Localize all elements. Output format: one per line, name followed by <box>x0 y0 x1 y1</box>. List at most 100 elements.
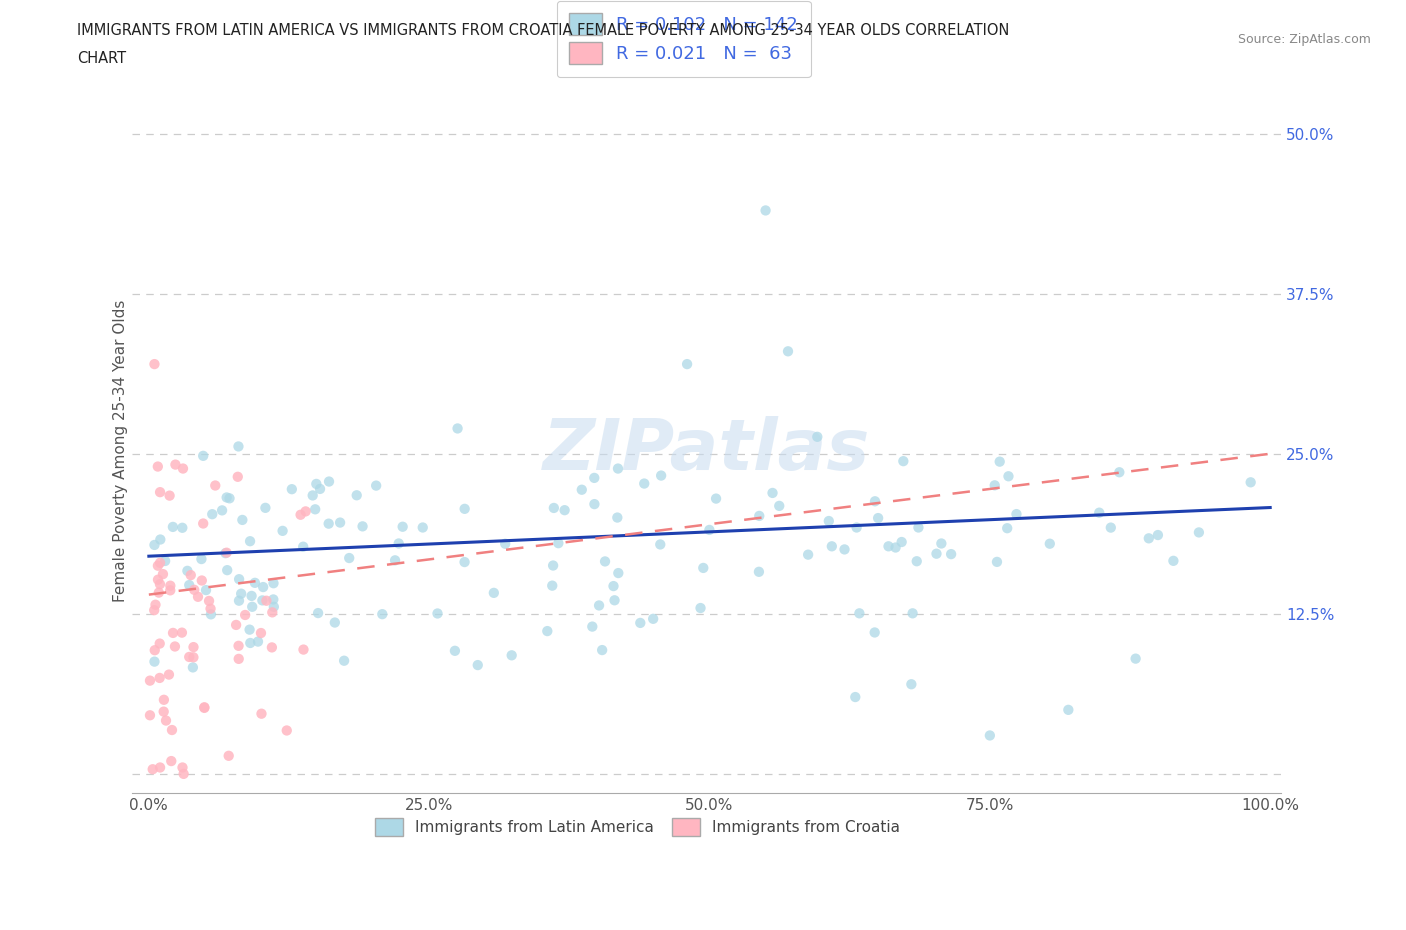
Point <box>986 554 1008 569</box>
Point <box>180 567 202 582</box>
Point <box>263 576 285 591</box>
Point <box>304 502 326 517</box>
Point <box>181 660 204 675</box>
Point <box>643 611 665 626</box>
Point <box>979 728 1001 743</box>
Point <box>797 547 820 562</box>
Point <box>217 563 239 578</box>
Point <box>453 501 475 516</box>
Point <box>146 572 169 587</box>
Point <box>146 459 169 474</box>
Point <box>281 482 304 497</box>
Point <box>252 593 274 608</box>
Point <box>1163 553 1185 568</box>
Point <box>329 515 352 530</box>
Point <box>453 554 475 569</box>
Point <box>218 491 240 506</box>
Point <box>1039 537 1062 551</box>
Point <box>143 357 166 372</box>
Point <box>925 546 948 561</box>
Point <box>271 524 294 538</box>
Point <box>250 706 273 721</box>
Point <box>983 478 1005 493</box>
Point <box>276 723 298 737</box>
Point <box>172 521 194 536</box>
Point <box>215 490 238 505</box>
Point <box>482 585 505 600</box>
Point <box>494 537 516 551</box>
Point <box>231 512 253 527</box>
Point <box>776 344 799 359</box>
Point <box>633 476 655 491</box>
Point <box>1240 475 1263 490</box>
Point <box>588 598 610 613</box>
Point <box>200 602 222 617</box>
Point <box>845 520 868 535</box>
Point <box>501 648 523 663</box>
Point <box>252 579 274 594</box>
Point <box>821 538 844 553</box>
Point <box>628 616 651 631</box>
Point <box>149 760 172 775</box>
Point <box>176 564 198 578</box>
Point <box>159 583 181 598</box>
Point <box>152 704 174 719</box>
Point <box>426 606 449 621</box>
Point <box>143 654 166 669</box>
Point <box>301 488 323 503</box>
Point <box>183 650 205 665</box>
Point <box>226 470 249 485</box>
Point <box>149 485 172 499</box>
Point <box>254 593 277 608</box>
Point <box>318 516 340 531</box>
Point <box>231 586 253 601</box>
Point <box>583 471 606 485</box>
Point <box>1147 527 1170 542</box>
Point <box>149 577 172 591</box>
Point <box>160 723 183 737</box>
Point <box>704 491 727 506</box>
Point <box>391 519 413 534</box>
Point <box>388 536 411 551</box>
Point <box>444 644 467 658</box>
Point <box>160 753 183 768</box>
Point <box>228 651 250 666</box>
Point <box>877 538 900 553</box>
Point <box>997 469 1019 484</box>
Point <box>247 634 270 649</box>
Point <box>346 488 368 503</box>
Point <box>139 673 162 688</box>
Point <box>294 504 316 519</box>
Point <box>689 601 711 616</box>
Point <box>1057 702 1080 717</box>
Point <box>603 592 626 607</box>
Point <box>848 605 870 620</box>
Point <box>863 494 886 509</box>
Point <box>239 622 262 637</box>
Point <box>884 540 907 555</box>
Point <box>262 592 284 607</box>
Point <box>143 643 166 658</box>
Point <box>179 649 201 664</box>
Point <box>159 578 181 593</box>
Point <box>305 476 328 491</box>
Point <box>149 671 172 685</box>
Point <box>891 454 914 469</box>
Point <box>1088 505 1111 520</box>
Point <box>931 536 953 551</box>
Point <box>755 203 778 218</box>
Point <box>193 448 215 463</box>
Point <box>195 583 218 598</box>
Point <box>699 523 721 538</box>
Point <box>262 604 284 619</box>
Point <box>905 553 928 568</box>
Point <box>149 532 172 547</box>
Point <box>571 483 593 498</box>
Point <box>366 478 388 493</box>
Point <box>243 576 266 591</box>
Point <box>153 553 176 568</box>
Point <box>183 640 205 655</box>
Point <box>162 520 184 535</box>
Point <box>318 474 340 489</box>
Point <box>263 599 285 614</box>
